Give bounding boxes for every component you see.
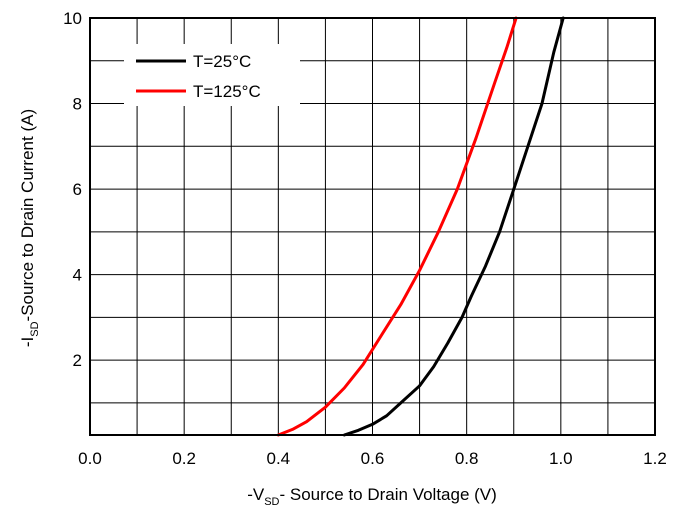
series-lines xyxy=(276,16,565,437)
x-tick-label: 1.2 xyxy=(643,449,667,468)
y-axis-title-prefix: -I xyxy=(18,337,37,347)
y-tick-label: 6 xyxy=(73,180,82,199)
y-tick-label: 8 xyxy=(73,95,82,114)
x-tick-label: 0.4 xyxy=(267,449,291,468)
x-tick-label: 0.2 xyxy=(172,449,196,468)
y-tick-label: 2 xyxy=(73,351,82,370)
x-tick-label: 0.8 xyxy=(455,449,479,468)
y-axis-title-subscript: SD xyxy=(29,321,41,336)
series-line-t25 xyxy=(342,16,565,437)
legend: T=25°C T=125°C xyxy=(124,44,300,106)
x-tick-label: 1.0 xyxy=(549,449,573,468)
x-axis-title: -VSD- Source to Drain Voltage (V) xyxy=(247,485,497,508)
legend-label: T=25°C xyxy=(193,52,251,71)
y-axis-title: -ISD-Source to Drain Current (A) xyxy=(18,109,41,347)
x-axis-title-text: - Source to Drain Voltage (V) xyxy=(279,485,496,504)
y-tick-label: 4 xyxy=(73,266,82,285)
x-tick-label: 0.0 xyxy=(78,449,102,468)
plot-area-border xyxy=(89,17,656,436)
x-axis-title-subscript: SD xyxy=(264,496,279,508)
y-axis-title-text: -Source to Drain Current (A) xyxy=(18,109,37,322)
grid-lines xyxy=(90,18,655,435)
x-axis-title-prefix: -V xyxy=(247,485,265,504)
series-line-t125 xyxy=(276,16,518,437)
y-tick-label: 10 xyxy=(63,9,82,28)
y-tick-labels: 2 4 6 8 10 xyxy=(63,9,82,370)
x-tick-labels: 0.0 0.2 0.4 0.6 0.8 1.0 1.2 xyxy=(78,449,667,468)
legend-background xyxy=(124,44,300,106)
legend-label: T=125°C xyxy=(193,82,261,101)
x-tick-label: 0.6 xyxy=(361,449,385,468)
